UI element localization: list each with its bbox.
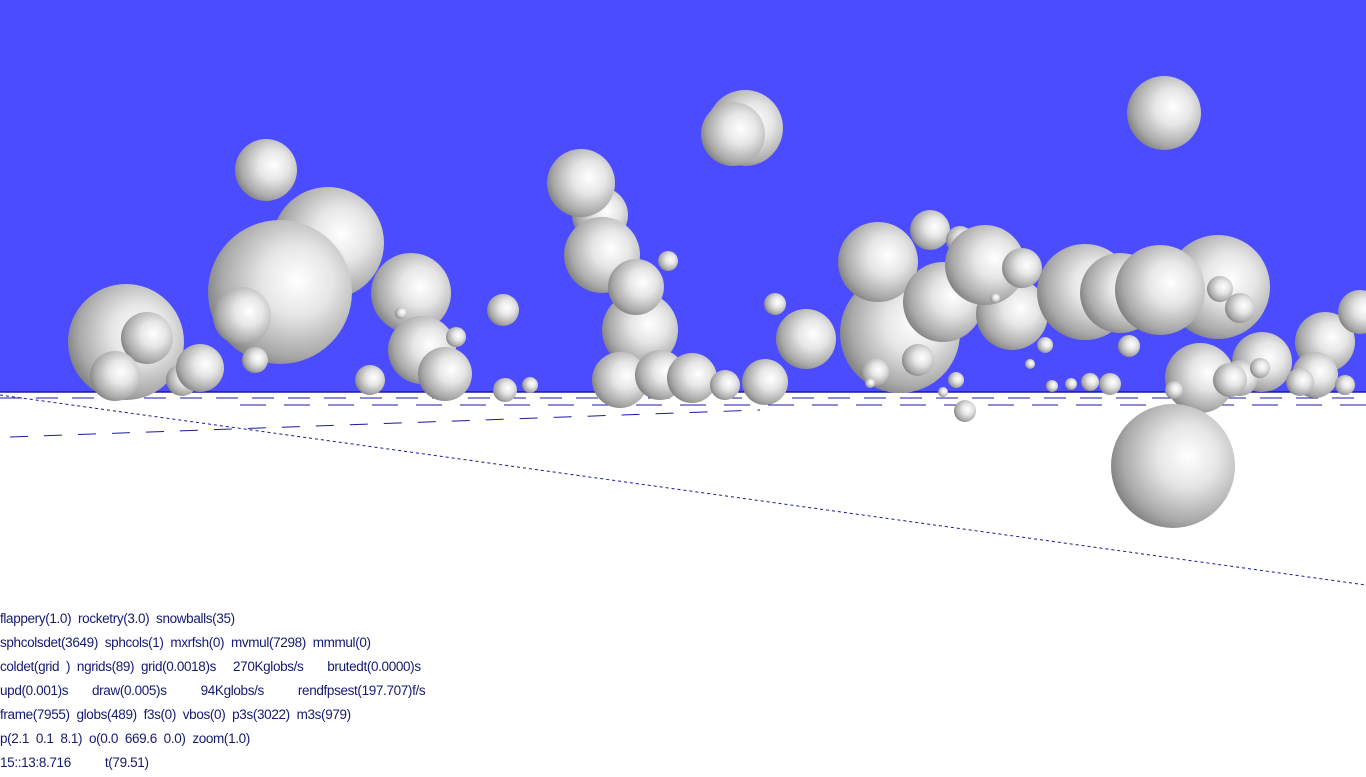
snowball bbox=[902, 344, 934, 376]
snowball bbox=[522, 377, 538, 393]
snowball bbox=[910, 210, 950, 250]
snowball bbox=[487, 294, 519, 326]
hud-line-collisions: sphcolsdet(3649) sphcols(1) mxrfsh(0) mv… bbox=[0, 635, 371, 650]
ground-grid-line bbox=[0, 394, 1366, 586]
snowball bbox=[592, 352, 648, 408]
snowball bbox=[701, 102, 765, 166]
hud-line-frame: frame(7955) globs(489) f3s(0) vbos(0) p3… bbox=[0, 707, 351, 722]
hud-line-coldet: coldet(grid ) ngrids(89) grid(0.0018)s 2… bbox=[0, 659, 421, 674]
snowball bbox=[658, 251, 678, 271]
snowball bbox=[1081, 373, 1099, 391]
hud-line-position: p(2.1 0.1 8.1) o(0.0 669.6 0.0) zoom(1.0… bbox=[0, 731, 250, 746]
snowball bbox=[395, 307, 407, 319]
snowball bbox=[1213, 363, 1247, 397]
snowball bbox=[371, 253, 451, 333]
snowball bbox=[1335, 375, 1355, 395]
snowball bbox=[446, 327, 466, 347]
snowball bbox=[1118, 335, 1140, 357]
snowball bbox=[938, 387, 948, 397]
snowball bbox=[1207, 276, 1233, 302]
snowball bbox=[1250, 358, 1270, 378]
snowball bbox=[90, 351, 140, 401]
snowball bbox=[1115, 245, 1205, 335]
snowball bbox=[608, 259, 664, 315]
snowball bbox=[176, 344, 224, 392]
snowball bbox=[1127, 76, 1201, 150]
snowball bbox=[235, 139, 297, 201]
snowball bbox=[547, 149, 615, 217]
snowball bbox=[945, 225, 1025, 305]
snowball bbox=[1111, 404, 1235, 528]
snowball bbox=[710, 370, 740, 400]
hud-line-physics: flappery(1.0) rocketry(3.0) snowballs(35… bbox=[0, 611, 235, 626]
snowball bbox=[990, 293, 1000, 303]
snowball bbox=[1065, 378, 1077, 390]
snowball bbox=[1338, 290, 1366, 334]
snowball bbox=[418, 347, 472, 401]
snowball bbox=[865, 378, 875, 388]
snowball bbox=[1025, 359, 1035, 369]
snowball bbox=[954, 400, 976, 422]
snowball bbox=[121, 312, 173, 364]
snowball bbox=[242, 347, 268, 373]
snowball bbox=[764, 293, 786, 315]
snowball bbox=[213, 287, 271, 345]
snowball bbox=[742, 359, 788, 405]
snowball bbox=[602, 292, 678, 368]
snowball bbox=[776, 309, 836, 369]
snowball bbox=[1286, 368, 1314, 396]
debug-overlay: flappery(1.0) rocketry(3.0) snowballs(35… bbox=[0, 609, 700, 777]
ground-grid-line bbox=[9, 409, 761, 438]
snowball bbox=[1037, 337, 1053, 353]
snowball bbox=[1099, 373, 1121, 395]
snowball bbox=[948, 372, 964, 388]
hud-line-timing: upd(0.001)s draw(0.005)s 94Kglobs/s rend… bbox=[0, 683, 426, 698]
snowball bbox=[1165, 343, 1235, 413]
snowball bbox=[1165, 381, 1183, 399]
snowball bbox=[838, 222, 918, 302]
snowball bbox=[1002, 248, 1042, 288]
snowball bbox=[1046, 380, 1058, 392]
hud-line-clock: 15::13:8.716 t(79.51) bbox=[0, 755, 149, 770]
snowball bbox=[1225, 293, 1255, 323]
snowball bbox=[355, 365, 385, 395]
snowball bbox=[667, 353, 717, 403]
snowball bbox=[493, 378, 517, 402]
